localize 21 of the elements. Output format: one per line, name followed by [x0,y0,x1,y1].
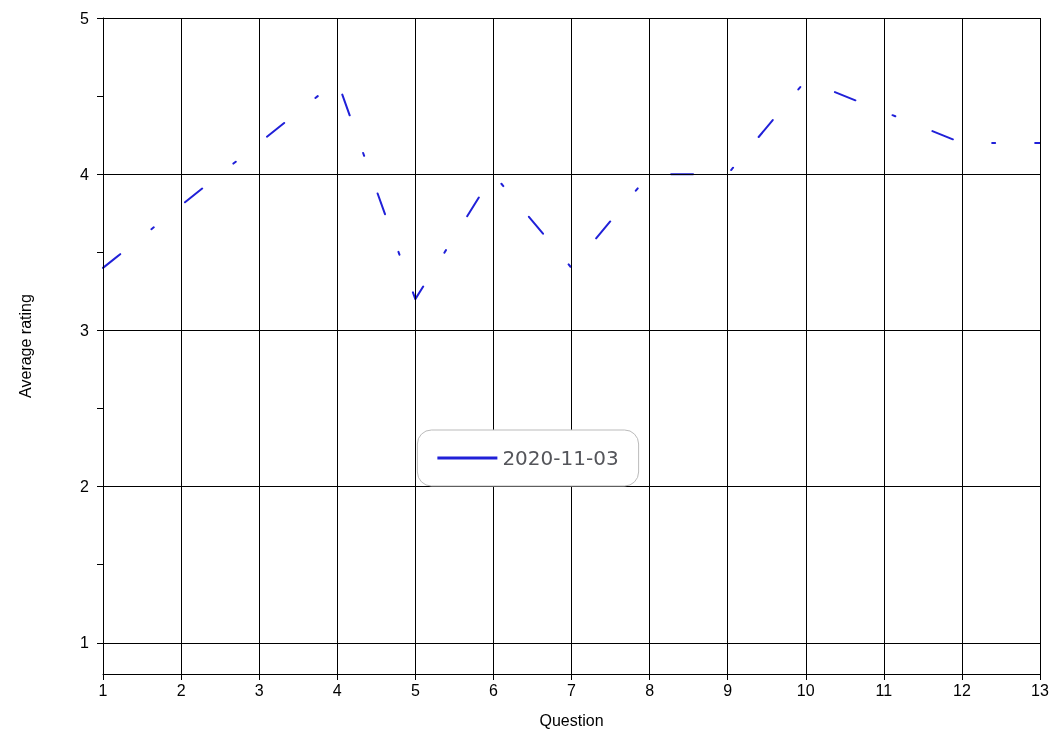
x-tick-label: 5 [410,681,420,699]
x-tick-label: 2 [176,681,186,699]
y-tick-label: 1 [80,634,90,652]
x-tick-label: 9 [723,681,733,699]
legend-label: 2020-11-03 [502,446,619,470]
y-tick-label: 2 [80,478,90,496]
x-tick-label: 10 [796,681,815,699]
x-tick-label: 8 [645,681,655,699]
x-tick-label: 12 [953,681,971,699]
x-tick-label: 1 [98,681,108,699]
x-tick-label: 4 [332,681,342,699]
x-axis-title: Question [539,711,604,729]
x-tick-label: 11 [875,681,893,699]
y-axis-title: Average rating [16,294,34,398]
x-tick-label: 7 [567,681,577,699]
y-tick-label: 4 [80,165,90,183]
x-tick-label: 13 [1031,681,1049,699]
y-tick-label: 3 [80,321,90,339]
x-tick-label: 3 [254,681,264,699]
x-tick-label: 6 [488,681,498,699]
y-tick-label: 5 [80,9,90,27]
